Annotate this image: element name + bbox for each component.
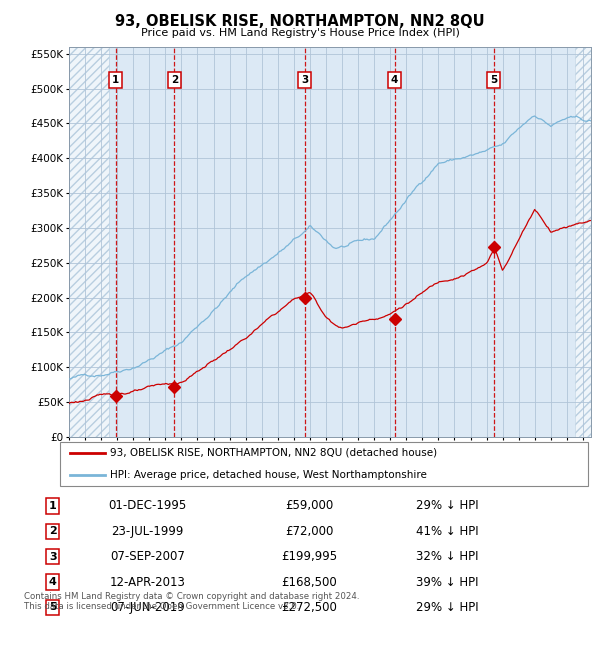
- Text: 12-APR-2013: 12-APR-2013: [110, 575, 185, 588]
- Text: 39% ↓ HPI: 39% ↓ HPI: [416, 575, 478, 588]
- Text: 23-JUL-1999: 23-JUL-1999: [112, 525, 184, 538]
- Text: 29% ↓ HPI: 29% ↓ HPI: [416, 499, 479, 512]
- Text: 1: 1: [49, 501, 56, 511]
- Text: 5: 5: [490, 75, 497, 85]
- Text: 07-SEP-2007: 07-SEP-2007: [110, 550, 185, 563]
- Text: 4: 4: [391, 75, 398, 85]
- Text: 4: 4: [49, 577, 56, 587]
- Text: 1: 1: [112, 75, 119, 85]
- Text: £59,000: £59,000: [285, 499, 333, 512]
- Text: 3: 3: [301, 75, 308, 85]
- Text: £72,000: £72,000: [285, 525, 333, 538]
- Text: 3: 3: [49, 552, 56, 562]
- Text: 93, OBELISK RISE, NORTHAMPTON, NN2 8QU: 93, OBELISK RISE, NORTHAMPTON, NN2 8QU: [115, 14, 485, 29]
- Text: 01-DEC-1995: 01-DEC-1995: [109, 499, 187, 512]
- Text: £272,500: £272,500: [281, 601, 337, 614]
- Text: 2: 2: [49, 526, 56, 536]
- Text: Price paid vs. HM Land Registry's House Price Index (HPI): Price paid vs. HM Land Registry's House …: [140, 28, 460, 38]
- Text: 41% ↓ HPI: 41% ↓ HPI: [416, 525, 479, 538]
- Text: 29% ↓ HPI: 29% ↓ HPI: [416, 601, 479, 614]
- Text: 93, OBELISK RISE, NORTHAMPTON, NN2 8QU (detached house): 93, OBELISK RISE, NORTHAMPTON, NN2 8QU (…: [110, 448, 437, 458]
- Text: 32% ↓ HPI: 32% ↓ HPI: [416, 550, 478, 563]
- FancyBboxPatch shape: [59, 442, 589, 486]
- Text: 5: 5: [49, 603, 56, 612]
- Text: 07-JUN-2019: 07-JUN-2019: [110, 601, 185, 614]
- Text: HPI: Average price, detached house, West Northamptonshire: HPI: Average price, detached house, West…: [110, 470, 427, 480]
- Text: £168,500: £168,500: [281, 575, 337, 588]
- Text: 2: 2: [170, 75, 178, 85]
- Text: £199,995: £199,995: [281, 550, 337, 563]
- Text: Contains HM Land Registry data © Crown copyright and database right 2024.
This d: Contains HM Land Registry data © Crown c…: [24, 592, 359, 611]
